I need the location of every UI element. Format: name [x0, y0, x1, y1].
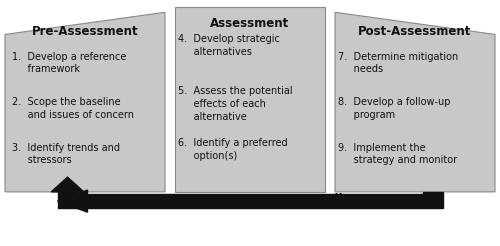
- Bar: [422, 192, 442, 194]
- Text: Assessment: Assessment: [210, 17, 290, 30]
- Text: 7.  Determine mitigation
     needs: 7. Determine mitigation needs: [338, 52, 458, 75]
- Text: 1.  Develop a reference
     framework: 1. Develop a reference framework: [12, 52, 127, 75]
- Bar: [58, 194, 442, 208]
- Text: 5.  Assess the potential
     effects of each
     alternative: 5. Assess the potential effects of each …: [178, 86, 292, 122]
- Bar: [58, 192, 78, 194]
- Text: Follow-up: Follow-up: [318, 193, 386, 206]
- Polygon shape: [175, 7, 325, 192]
- Text: 4.  Develop strategic
     alternatives: 4. Develop strategic alternatives: [178, 34, 280, 57]
- Polygon shape: [58, 190, 88, 212]
- Text: Pre-Assessment: Pre-Assessment: [32, 25, 138, 38]
- Text: 8.  Develop a follow-up
     program: 8. Develop a follow-up program: [338, 97, 450, 120]
- Polygon shape: [5, 12, 165, 192]
- Text: 2.  Scope the baseline
     and issues of concern: 2. Scope the baseline and issues of conc…: [12, 97, 134, 120]
- Polygon shape: [52, 177, 84, 192]
- Text: 6.  Identify a preferred
     option(s): 6. Identify a preferred option(s): [178, 138, 287, 161]
- Text: Post-Assessment: Post-Assessment: [358, 25, 472, 38]
- Text: 3.  Identify trends and
     stressors: 3. Identify trends and stressors: [12, 143, 120, 166]
- Text: 9.  Implement the
     strategy and monitor: 9. Implement the strategy and monitor: [338, 143, 456, 166]
- Polygon shape: [335, 12, 495, 192]
